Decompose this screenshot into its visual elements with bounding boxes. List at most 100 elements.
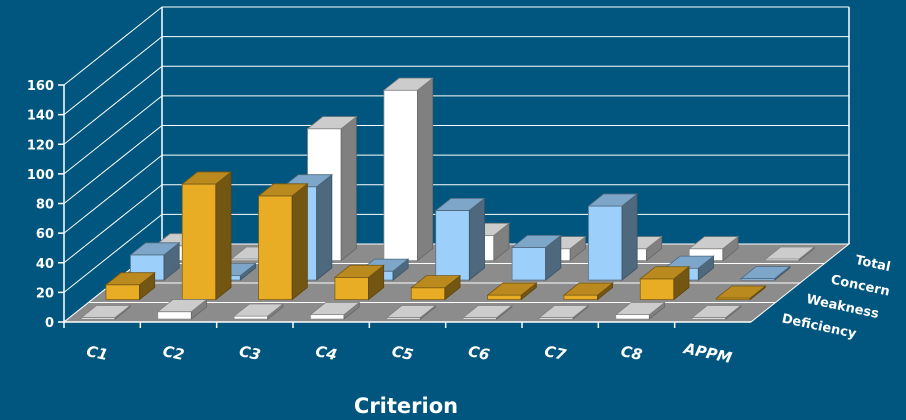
bar-top: [510, 234, 563, 248]
bar-top: [739, 266, 792, 279]
bar: [739, 265, 792, 281]
bar-top: [309, 302, 361, 316]
gridline: [63, 154, 163, 234]
x-tick-label: APPM: [681, 339, 733, 367]
bar: [382, 77, 434, 262]
bar: [688, 235, 740, 262]
bar-side: [215, 171, 232, 301]
bars: [80, 77, 816, 320]
bar-top: [688, 236, 740, 250]
bar-front: [334, 276, 369, 300]
bar: [486, 282, 538, 301]
bar-top: [333, 264, 385, 278]
bar: [309, 301, 361, 320]
bar: [614, 301, 666, 320]
bar-top: [385, 305, 437, 318]
gridline: [63, 213, 163, 293]
bar-top: [587, 193, 639, 207]
bar-side: [291, 182, 308, 301]
bar-top: [156, 299, 208, 313]
bar: [587, 193, 639, 281]
x-tick-label: C6: [467, 342, 492, 364]
bar-front: [588, 205, 623, 281]
y-tick-label: 60: [36, 227, 54, 242]
bar-side: [417, 77, 434, 262]
x-tick-label: C5: [390, 342, 415, 364]
bar: [538, 304, 590, 320]
bar: [181, 171, 233, 301]
bar-front: [383, 89, 418, 261]
bar-side: [468, 197, 485, 281]
bar-front: [157, 311, 192, 320]
bar-top: [129, 242, 181, 256]
bar: [104, 271, 156, 301]
bar: [257, 182, 309, 301]
x-tick-label: C1: [85, 342, 110, 364]
bar: [410, 274, 462, 301]
y-tick-label: 160: [27, 79, 54, 94]
bar-top: [232, 303, 285, 317]
bar-top: [257, 183, 309, 197]
bar-front: [511, 247, 547, 281]
bar-front: [181, 183, 217, 300]
gridline: [63, 184, 163, 264]
series-label: Total: [854, 253, 892, 275]
bar-front: [435, 210, 470, 281]
bar: [232, 303, 285, 320]
bar-top: [690, 305, 743, 318]
bar: [434, 197, 486, 281]
x-axis-ticks: C1 C2 C3 C4 C5 C6 C7 C8 APPM: [63, 322, 734, 367]
bar-top: [639, 266, 691, 280]
bar-top: [538, 305, 590, 318]
x-axis-title: Criterion: [354, 394, 458, 418]
x-tick-label: C4: [314, 342, 339, 364]
bar: [333, 264, 385, 301]
y-tick-label: 140: [27, 109, 54, 124]
bar-side: [316, 173, 333, 281]
bar: [562, 282, 614, 301]
bar: [715, 285, 767, 301]
bar-front: [233, 315, 269, 320]
bar-top: [80, 305, 132, 318]
y-tick-label: 80: [36, 198, 54, 213]
y-tick-label: 20: [36, 286, 54, 301]
bar-front: [258, 195, 293, 300]
bar-top: [382, 77, 434, 91]
bar-front: [310, 314, 345, 320]
bar-front: [563, 294, 598, 300]
bar-side: [621, 193, 638, 281]
y-axis-ticks: 0 20 40 60 80 100 120 140 160: [27, 79, 64, 331]
bar-top: [181, 171, 233, 185]
bar-front: [639, 278, 675, 300]
bar: [80, 304, 132, 320]
x-tick-label: C8: [619, 342, 644, 364]
x-tick-label: C7: [543, 342, 568, 364]
bar-top: [486, 282, 538, 296]
y-tick-label: 0: [45, 316, 54, 331]
bar-top: [614, 302, 666, 316]
bar-front: [410, 287, 446, 300]
bar: [461, 304, 514, 320]
bar-top: [410, 275, 462, 289]
bar-front: [487, 294, 522, 300]
x-tick-label: C3: [238, 342, 263, 364]
series-label: Deficiency: [780, 311, 858, 342]
bar: [764, 246, 816, 262]
y-tick-label: 40: [36, 257, 54, 272]
bar-front: [105, 284, 140, 300]
gridline: [63, 6, 163, 86]
bar: [690, 304, 743, 320]
bar-top: [461, 305, 514, 318]
gridline: [63, 36, 163, 116]
gridline: [63, 65, 163, 145]
bar-top: [715, 285, 767, 299]
bar-top: [104, 272, 156, 286]
bar-top: [562, 282, 614, 296]
bar-top: [434, 197, 486, 211]
y-tick-label: 100: [27, 168, 54, 183]
bar: [385, 304, 437, 320]
gridline: [63, 125, 163, 204]
bar: [510, 234, 563, 281]
bar: [639, 265, 691, 301]
